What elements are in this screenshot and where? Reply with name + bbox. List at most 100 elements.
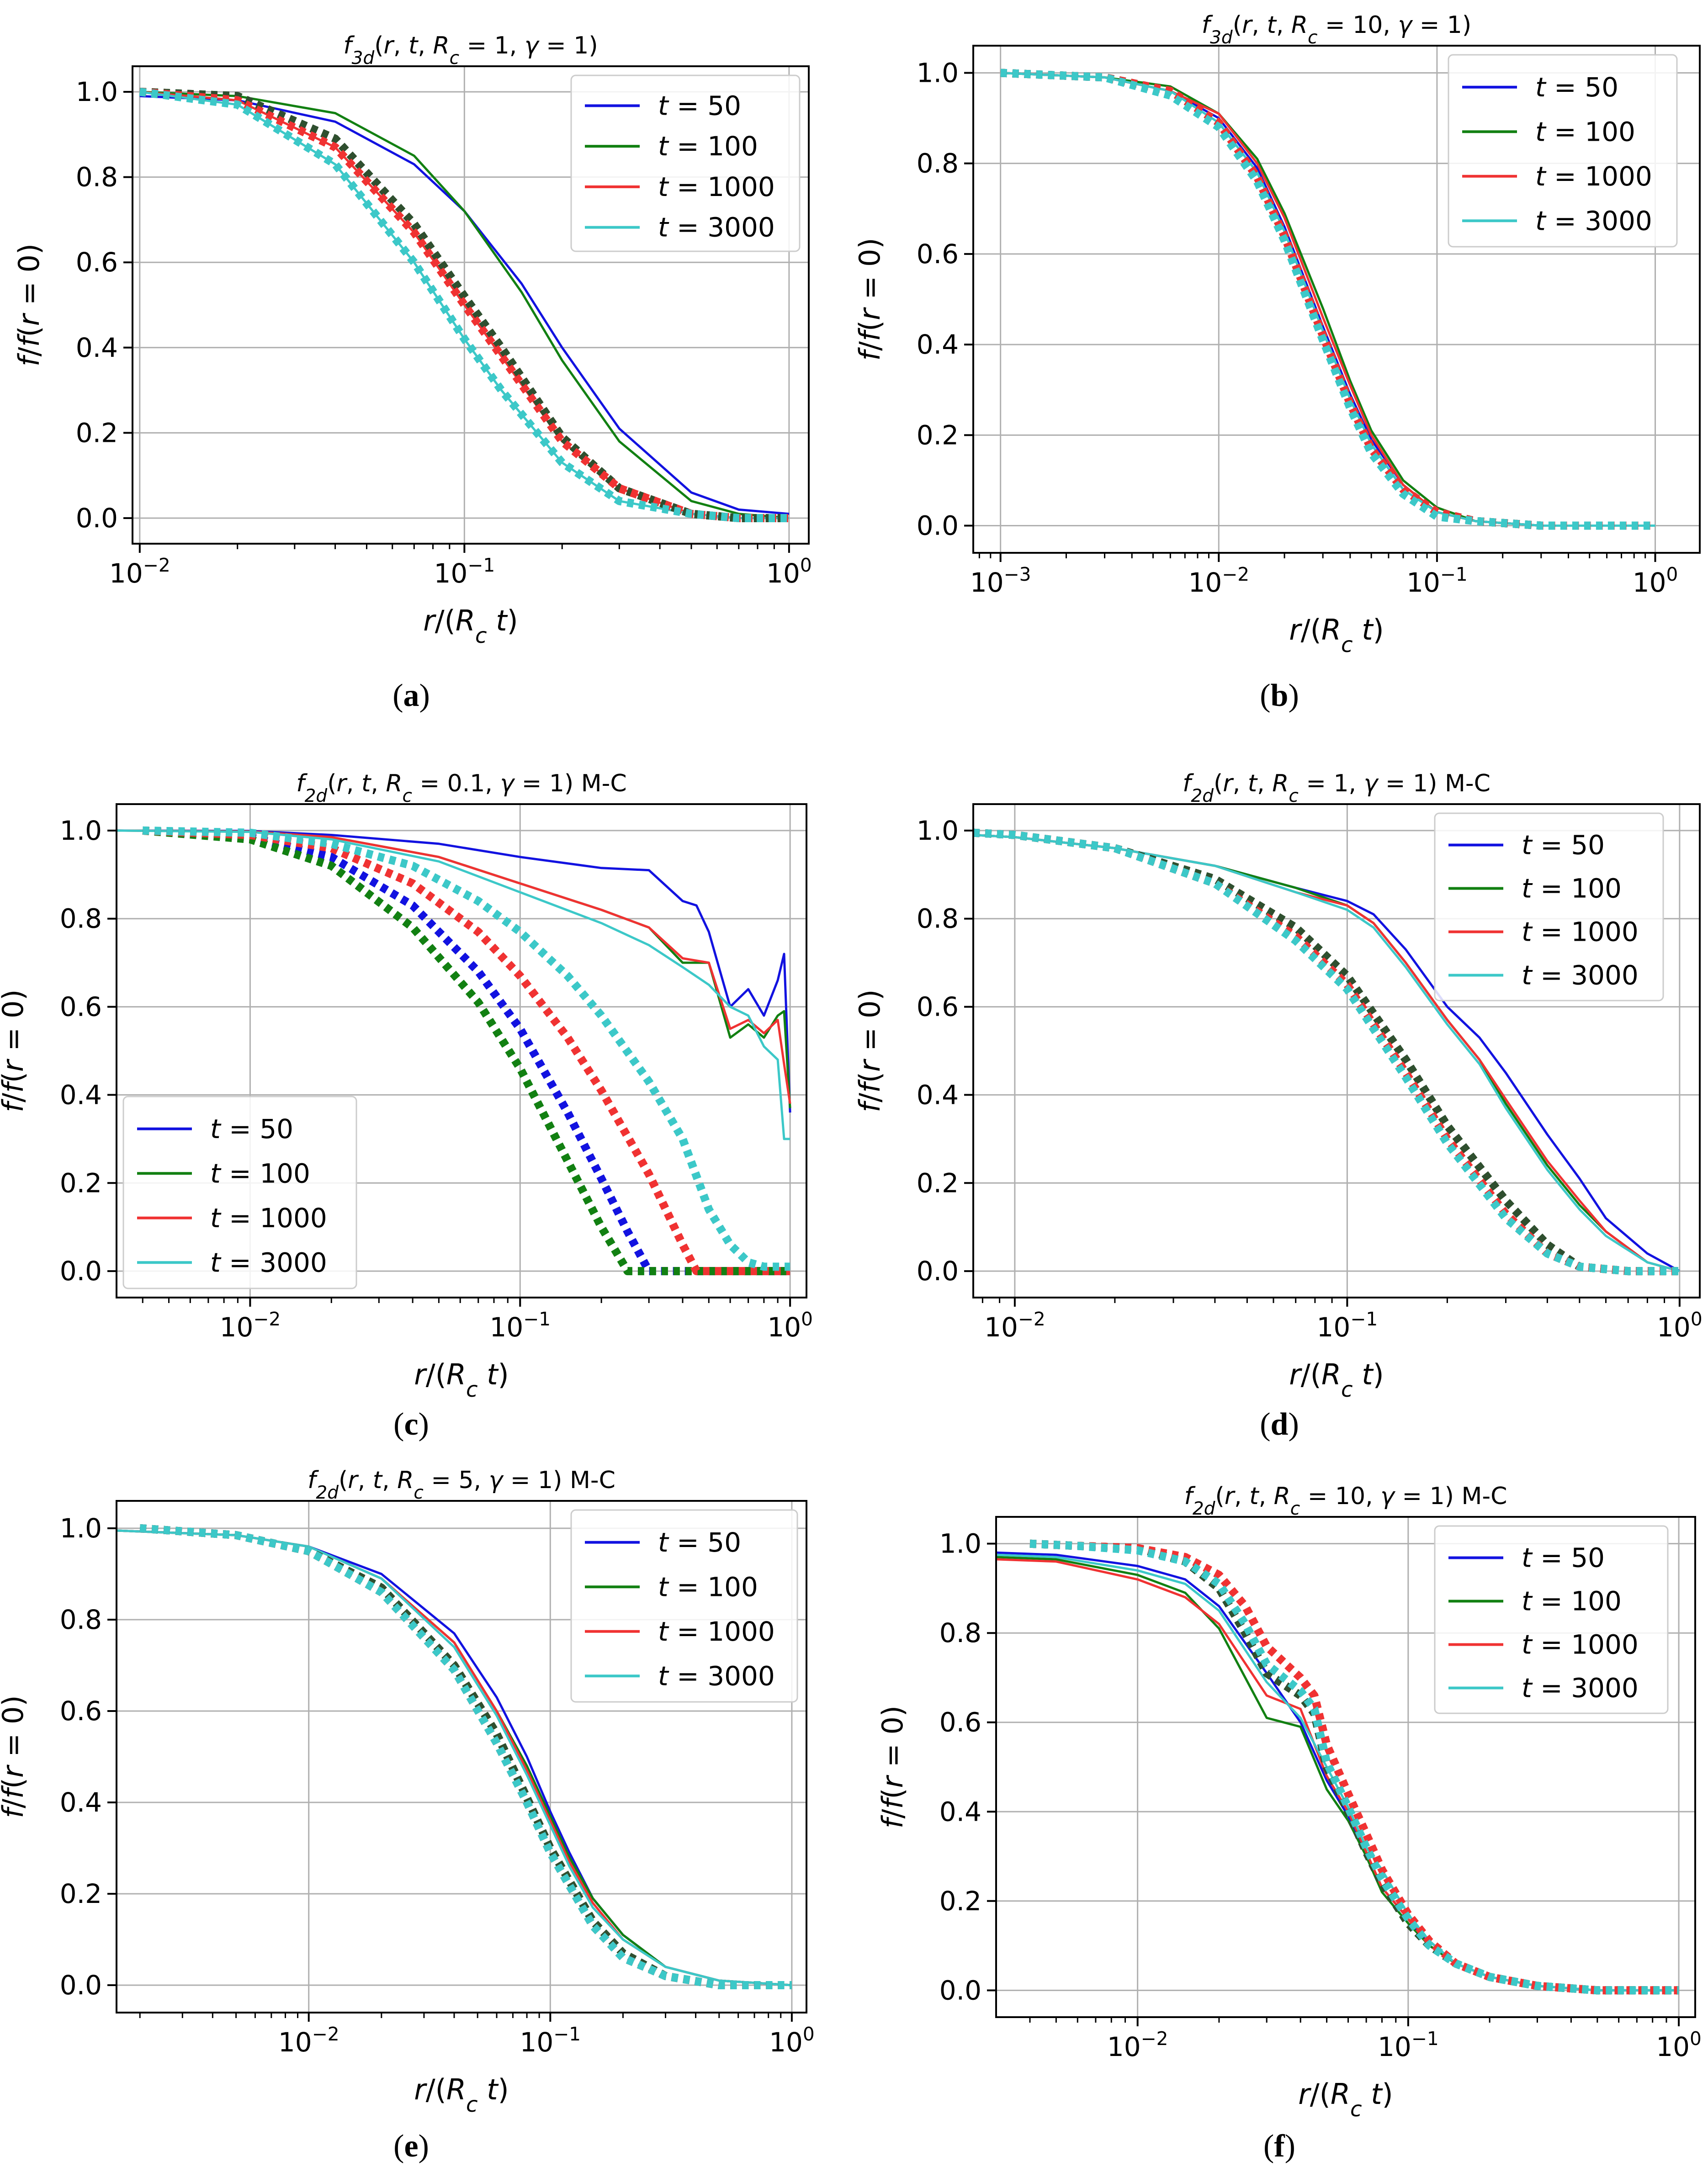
x-axis-label: r/(Rc t) bbox=[414, 1358, 509, 1402]
x-tick-label: 10−1 bbox=[434, 554, 495, 589]
panel-a: 10−2 10−1 100 0.0 0.2 0.4 0.6 0.8 1.0 f3d(r, t, R… bbox=[12, 32, 812, 648]
y-tick-label: 0.4 bbox=[76, 332, 118, 363]
x-tick-label: 10−1 bbox=[1317, 1308, 1378, 1343]
x-tick-label: 100 bbox=[767, 1308, 813, 1343]
y-tick-label: 0.4 bbox=[60, 1079, 102, 1110]
series-line-dotted-3000 bbox=[973, 828, 1680, 1276]
y-tick-label: 0.4 bbox=[60, 1787, 102, 1818]
legend-label: t = 50 bbox=[210, 1113, 293, 1144]
y-tick-label: 0.8 bbox=[60, 1604, 102, 1635]
series-line-solid-100 bbox=[117, 829, 791, 1108]
chart-title: f2d(r, t, Rc = 1, γ = 1) M-C bbox=[1183, 770, 1491, 806]
plot-frame bbox=[116, 1500, 807, 2013]
y-tick-label: 1.0 bbox=[60, 1513, 102, 1544]
legend-label: t = 1000 bbox=[658, 1616, 775, 1647]
y-tick-label: 1.0 bbox=[939, 1528, 981, 1559]
y-tick-label: 1.0 bbox=[917, 815, 959, 846]
series-line-dotted-3000 bbox=[1000, 69, 1655, 530]
x-axis-label: r/(Rc t) bbox=[1289, 1358, 1384, 1402]
panel-caption: (c) bbox=[393, 1407, 429, 1442]
series-line-dotted-3000 bbox=[139, 1524, 792, 1989]
plot-frame bbox=[972, 45, 1701, 554]
chart-title: f3d(r, t, Rc = 1, γ = 1) bbox=[343, 32, 598, 69]
legend-box bbox=[122, 1096, 357, 1289]
y-axis-label: f/f(r = 0) bbox=[876, 1706, 909, 1828]
legend-label: t = 100 bbox=[658, 1571, 758, 1602]
panel-d: 10−2 10−1 100 0.0 0.2 0.4 0.6 0.8 1.0 f2d(r, t, R… bbox=[853, 770, 1703, 1402]
legend-label: t = 1000 bbox=[658, 171, 775, 202]
y-tick-label: 0.0 bbox=[60, 1970, 102, 2001]
panel-caption: (d) bbox=[1260, 1407, 1299, 1442]
y-tick-label: 0.2 bbox=[917, 1167, 959, 1198]
legend-label: t = 1000 bbox=[1522, 1629, 1639, 1660]
y-axis-label: f/f(r = 0) bbox=[853, 238, 886, 360]
legend: t = 50 t = 100 t = 1000 t = 3000 bbox=[1448, 54, 1678, 248]
x-tick-label: 10−2 bbox=[984, 1308, 1045, 1343]
series-line-solid-50 bbox=[117, 829, 791, 1113]
y-tick-label: 1.0 bbox=[917, 57, 959, 88]
plot-frame bbox=[132, 65, 810, 545]
legend: t = 50 t = 100 t = 1000 t = 3000 bbox=[570, 1509, 798, 1703]
series-line-dotted-3000 bbox=[143, 826, 790, 1271]
y-tick-label: 0.2 bbox=[60, 1878, 102, 1909]
x-axis-label: r/(Rc t) bbox=[1298, 2077, 1393, 2121]
x-tick-label: 100 bbox=[766, 554, 812, 589]
panel-caption: (e) bbox=[393, 2129, 429, 2164]
legend-label: t = 3000 bbox=[1522, 1673, 1639, 1704]
x-tick-label: 10−2 bbox=[1188, 563, 1249, 598]
series-group bbox=[117, 826, 791, 1276]
y-tick-label: 0.2 bbox=[60, 1167, 102, 1198]
series-line-dotted-1000 bbox=[142, 826, 790, 1276]
y-tick-label: 0.6 bbox=[60, 991, 102, 1023]
y-axis-label: f/f(r = 0) bbox=[0, 1695, 30, 1818]
y-tick-label: 0.2 bbox=[917, 419, 959, 450]
y-axis-label: f/f(r = 0) bbox=[853, 989, 886, 1112]
series-group bbox=[117, 1524, 792, 1989]
series-line-dotted-100 bbox=[142, 826, 790, 1276]
y-tick-label: 0.0 bbox=[76, 503, 118, 534]
legend-label: t = 1000 bbox=[1535, 161, 1652, 192]
panel-caption: (f) bbox=[1263, 2129, 1295, 2164]
series-line-solid-100 bbox=[139, 90, 790, 519]
y-tick-label: 0.0 bbox=[60, 1256, 102, 1287]
legend-label: t = 50 bbox=[658, 90, 741, 121]
x-tick-label: 10−1 bbox=[1378, 2028, 1439, 2062]
y-tick-label: 0.6 bbox=[60, 1696, 102, 1727]
x-tick-label: 100 bbox=[1633, 563, 1678, 598]
legend-label: t = 100 bbox=[1535, 116, 1635, 147]
legend-box bbox=[570, 74, 801, 252]
panel-b: 10−3 10−2 10−1 100 0.0 0.2 0.4 0.6 0.8 1.0 f3d(r, … bbox=[853, 11, 1701, 657]
y-tick-label: 0.4 bbox=[917, 1079, 959, 1110]
y-axis-label: f/f(r = 0) bbox=[0, 989, 30, 1112]
legend: t = 50 t = 100 t = 1000 t = 3000 bbox=[1434, 1525, 1669, 1714]
legend-label: t = 1000 bbox=[210, 1203, 327, 1234]
x-tick-label: 100 bbox=[1656, 2028, 1702, 2062]
legend: t = 50 t = 100 t = 1000 t = 3000 bbox=[1434, 812, 1664, 1001]
legend-label: t = 50 bbox=[1522, 1542, 1605, 1574]
y-tick-label: 0.2 bbox=[939, 1886, 981, 1917]
legend-label: t = 50 bbox=[1522, 830, 1605, 861]
y-tick-label: 0.6 bbox=[917, 991, 959, 1023]
y-tick-label: 0.0 bbox=[917, 1256, 959, 1287]
panel-c: 10−2 10−1 100 0.0 0.2 0.4 0.6 0.8 1.0 f2d(r, t, R… bbox=[0, 770, 813, 1402]
x-tick-label: 100 bbox=[1657, 1308, 1703, 1343]
legend-box bbox=[1434, 812, 1664, 1001]
series-group bbox=[1000, 69, 1655, 530]
y-tick-label: 1.0 bbox=[76, 76, 118, 107]
y-tick-label: 0.2 bbox=[76, 417, 118, 448]
legend-label: t = 1000 bbox=[1522, 917, 1639, 948]
x-axis-label: r/(Rc t) bbox=[414, 2073, 509, 2117]
legend-label: t = 3000 bbox=[658, 1660, 775, 1691]
chart-title: f2d(r, t, Rc = 5, γ = 1) M-C bbox=[308, 1467, 615, 1503]
y-tick-label: 0.4 bbox=[917, 329, 959, 360]
series-line-solid-3000 bbox=[117, 829, 790, 1140]
legend-label: t = 3000 bbox=[210, 1247, 327, 1278]
y-tick-label: 0.8 bbox=[76, 162, 118, 193]
legend: t = 50 t = 100 t = 1000 t = 3000 bbox=[570, 74, 801, 252]
x-tick-label: 10−2 bbox=[278, 2023, 339, 2058]
series-line-dotted-50 bbox=[142, 826, 790, 1276]
y-tick-label: 0.6 bbox=[76, 247, 118, 278]
legend-box bbox=[570, 1509, 798, 1703]
chart-title: f2d(r, t, Rc = 10, γ = 1) M-C bbox=[1184, 1483, 1507, 1519]
chart-title: f3d(r, t, Rc = 10, γ = 1) bbox=[1202, 11, 1471, 48]
